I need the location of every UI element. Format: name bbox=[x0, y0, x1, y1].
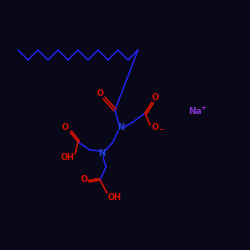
Text: N: N bbox=[98, 148, 105, 158]
Text: O: O bbox=[62, 124, 68, 132]
Text: O: O bbox=[80, 174, 87, 184]
Text: −: − bbox=[158, 127, 164, 133]
Text: +: + bbox=[200, 105, 206, 111]
Text: Na: Na bbox=[188, 108, 202, 116]
Text: O: O bbox=[152, 92, 158, 102]
Text: OH: OH bbox=[108, 192, 122, 202]
Text: O: O bbox=[96, 88, 103, 98]
Text: O: O bbox=[152, 124, 158, 132]
Text: OH: OH bbox=[61, 154, 75, 162]
Text: N: N bbox=[118, 122, 124, 132]
